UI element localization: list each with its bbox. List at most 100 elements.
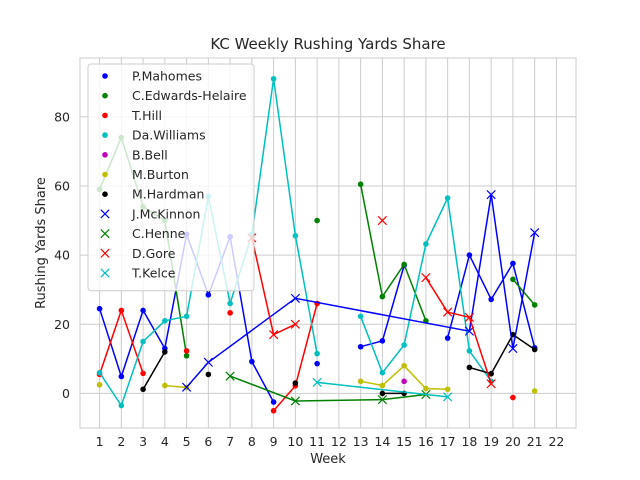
data-point — [314, 217, 320, 224]
data-point — [183, 352, 190, 359]
data-point — [118, 307, 125, 314]
data-point — [379, 369, 386, 376]
x-tick-label: 11 — [309, 434, 325, 449]
legend-entry: T.Kelce — [100, 266, 176, 281]
data-point — [96, 369, 103, 376]
data-point — [379, 293, 386, 300]
y-tick-label: 80 — [54, 109, 70, 124]
legend-marker — [102, 171, 108, 178]
x-tick-label: 10 — [287, 434, 303, 449]
legend-entry: C.Edwards-Helaire — [102, 88, 247, 103]
data-point — [401, 261, 407, 268]
data-point — [531, 302, 538, 308]
x-tick-label: 9 — [270, 434, 278, 449]
series-m-hardman — [140, 331, 538, 397]
data-point — [312, 377, 322, 387]
series-d-gore — [247, 215, 496, 389]
x-tick-label: 18 — [461, 434, 477, 449]
data-point — [486, 189, 496, 200]
data-point — [401, 378, 407, 385]
legend-label: M.Hardman — [132, 187, 204, 202]
data-point — [270, 407, 277, 414]
x-tick-label: 15 — [396, 434, 412, 449]
legend-entry: P.Mahomes — [102, 69, 202, 84]
data-point — [510, 394, 516, 401]
x-tick-label: 16 — [418, 434, 434, 449]
data-point — [140, 307, 146, 314]
x-tick-label: 12 — [331, 434, 347, 449]
legend-marker — [102, 132, 108, 138]
x-tick-label: 7 — [226, 434, 234, 449]
legend-label: T.Kelce — [131, 266, 176, 281]
data-point — [314, 360, 320, 367]
data-point — [292, 380, 299, 386]
data-point — [162, 382, 168, 389]
data-point — [96, 381, 103, 388]
legend-entry: D.Gore — [100, 246, 176, 261]
data-point — [379, 338, 386, 344]
series-t-kelce — [312, 377, 453, 402]
data-point — [443, 307, 453, 317]
x-tick-label: 3 — [139, 434, 147, 449]
data-point — [530, 228, 540, 238]
legend-label: J.McKinnon — [131, 206, 200, 221]
legend-entry: T.Hill — [102, 108, 162, 123]
data-point — [290, 319, 300, 329]
data-point — [401, 362, 407, 369]
data-point — [466, 364, 473, 371]
data-point — [205, 292, 212, 298]
y-tick-label: 0 — [62, 386, 70, 401]
legend-label: P.Mahomes — [132, 69, 202, 84]
legend-label: C.Henne — [132, 226, 186, 241]
legend-entry: J.McKinnon — [100, 206, 200, 221]
x-tick-label: 22 — [548, 434, 564, 449]
legend-marker — [102, 73, 108, 79]
data-point — [444, 386, 451, 393]
data-point — [162, 349, 168, 355]
legend-marker — [102, 191, 108, 197]
data-point — [357, 313, 364, 320]
legend-marker — [102, 152, 108, 158]
legend-label: B.Bell — [132, 147, 168, 162]
x-tick-label: 4 — [161, 434, 169, 449]
legend-marker — [100, 228, 110, 239]
data-point — [183, 313, 190, 320]
data-point — [227, 310, 233, 316]
data-point — [140, 370, 146, 377]
x-tick-label: 19 — [483, 434, 499, 449]
x-tick-label: 14 — [374, 434, 390, 449]
data-point — [531, 388, 538, 394]
x-tick-label: 21 — [527, 434, 543, 449]
y-tick-label: 20 — [54, 317, 70, 332]
legend-marker — [102, 92, 108, 99]
data-point — [183, 348, 190, 354]
data-point — [290, 396, 300, 406]
x-tick-label: 2 — [117, 434, 125, 449]
legend-label: M.Burton — [132, 167, 189, 182]
data-point — [292, 232, 299, 239]
legend-entry: B.Bell — [102, 147, 168, 162]
data-point — [314, 350, 320, 357]
data-point — [290, 293, 300, 303]
data-point — [443, 392, 453, 402]
legend-entry: Da.Williams — [102, 128, 206, 143]
data-point — [205, 371, 212, 378]
data-point — [423, 241, 429, 247]
data-point — [357, 181, 364, 188]
series-line-m-burton — [164, 384, 187, 389]
series-p-mahomes — [96, 231, 538, 405]
data-point — [357, 343, 364, 350]
data-point — [401, 342, 407, 348]
x-tick-label: 8 — [248, 434, 256, 449]
x-tick-label: 17 — [440, 434, 456, 449]
data-point — [118, 373, 125, 380]
data-point — [444, 335, 451, 341]
x-tick-label: 5 — [183, 434, 191, 449]
y-tick-label: 40 — [54, 248, 70, 263]
data-point — [464, 312, 475, 322]
legend-label: C.Edwards-Helaire — [132, 88, 247, 103]
series-j-mckinnon — [181, 189, 540, 392]
data-point — [268, 330, 279, 340]
data-point — [203, 357, 213, 367]
data-point — [225, 371, 235, 381]
